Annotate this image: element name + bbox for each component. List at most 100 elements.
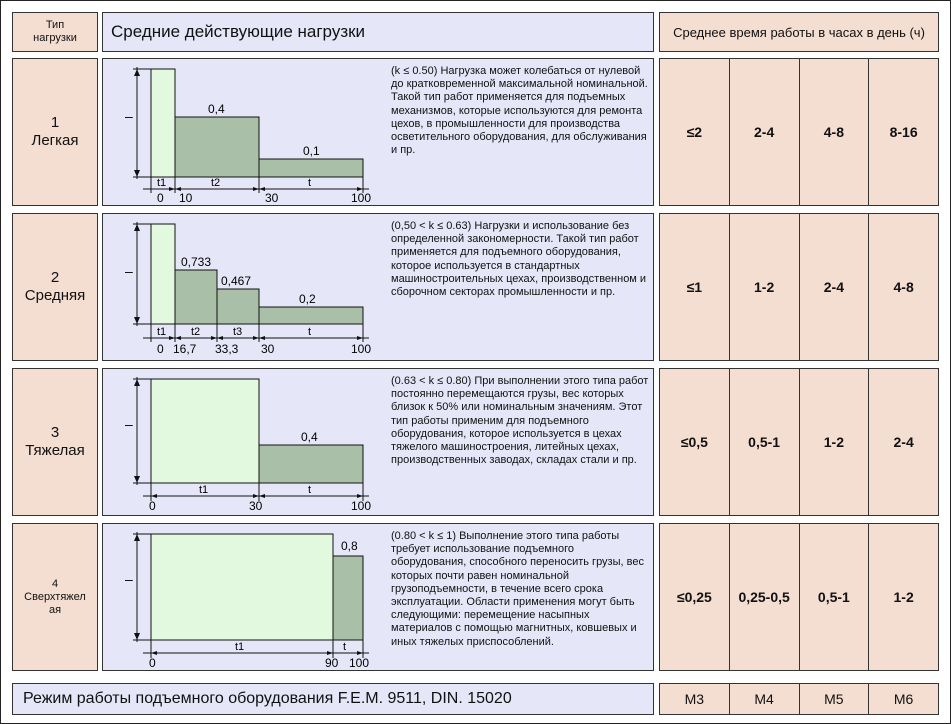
- row-2-dash: –: [125, 263, 133, 279]
- row-4-time-m5: 0,5-1: [800, 524, 870, 670]
- row-2-dim-arrow: [259, 336, 265, 340]
- header-average-time: Среднее время работы в часах в день (ч): [659, 12, 939, 52]
- row-2-times: ≤1 1-2 2-4 4-8: [659, 213, 939, 361]
- row-4-type: 4 Сверхтяжел ая: [12, 523, 98, 671]
- row-4-bar-t1: [150, 533, 334, 641]
- row-2-axis-3: 30: [261, 342, 275, 356]
- row-2-load-diagram: – 0,733 0,467 0,2 t1 t2 t3 t 0 16,7 33,3…: [125, 222, 371, 356]
- row-3-load-diagram: – 0,4 t1 t 0 30 100: [125, 377, 371, 513]
- row-2-bar-t1: [150, 223, 176, 325]
- row-3-time-m3: ≤0,5: [660, 369, 730, 515]
- row-4-dim-arrow: [151, 651, 157, 655]
- row-2-bar-t3: [216, 288, 260, 325]
- row-4-arrow-down: [134, 633, 140, 640]
- row-3-dash: –: [125, 416, 133, 432]
- footer-mode-label: Режим работы подъемного оборудования F.E…: [12, 683, 654, 715]
- row-1-axis-0: 0: [157, 191, 164, 205]
- row-1-description: (k ≤ 0.50) Нагрузка может колебаться от …: [391, 65, 648, 157]
- row-2-type: 2 Средняя: [12, 213, 98, 361]
- row-3-axis-0: 0: [149, 499, 156, 513]
- row-2-dim-arrow: [253, 336, 259, 340]
- row-4-time-m4: 0,25-0,5: [730, 524, 800, 670]
- row-2-bar-t2: [174, 269, 218, 325]
- row-4-seg-t1: t1: [235, 641, 244, 653]
- row-1-dim-arrow: [253, 187, 259, 191]
- row-4-dim-arrow: [357, 651, 363, 655]
- row-2-seg-t: t: [308, 326, 311, 338]
- row-1-arrow-up: [134, 69, 140, 76]
- row-2-seg-t2: t2: [191, 326, 200, 338]
- row-3-axis-2: 100: [351, 499, 371, 513]
- row-1-value-1: 0,1: [303, 144, 320, 158]
- row-1-axis-1: 10: [179, 191, 193, 205]
- row-3-axis-1: 30: [249, 499, 263, 513]
- row-2-seg-t3: t3: [233, 326, 242, 338]
- row-1-value-0: 0,4: [208, 102, 225, 116]
- footer-class-m3: M3: [660, 684, 730, 714]
- row-2-time-m5: 2-4: [800, 214, 870, 360]
- row-2-dim-arrow: [211, 336, 217, 340]
- row-4-bar-t: [332, 555, 364, 641]
- row-3-dim-arrow: [259, 494, 265, 498]
- footer-class-m5: M5: [800, 684, 870, 714]
- row-1-bar-t1: [150, 68, 176, 178]
- row-3-seg-t: t: [308, 484, 311, 496]
- row-3-arrow-up: [134, 379, 140, 386]
- row-1-arrow-down: [134, 170, 140, 177]
- row-3-bar-t: [258, 444, 364, 484]
- row-4-seg-t: t: [343, 641, 346, 653]
- row-3-time-m5: 1-2: [800, 369, 870, 515]
- row-3-time-m4: 0,5-1: [730, 369, 800, 515]
- row-2-seg-t1: t1: [157, 326, 166, 338]
- row-4-time-m6: 1-2: [893, 589, 914, 605]
- row-2-time-m3: ≤1: [660, 214, 730, 360]
- row-2-description: (0,50 < k ≤ 0.63) Нагрузки и использован…: [391, 220, 647, 299]
- row-2-axis-2: 33,3: [215, 342, 239, 356]
- row-4-axis-0: 0: [149, 656, 156, 670]
- row-1-dim-arrow: [259, 187, 265, 191]
- row-3-load-cell: – 0,4 t1 t 0 30 100 (0.63 < k ≤ 0.80) Пр…: [102, 368, 654, 516]
- row-2-dim-arrow: [175, 336, 181, 340]
- row-4-dash: –: [125, 571, 133, 587]
- row-2-value-2: 0,2: [299, 292, 316, 306]
- row-2-load-cell: – 0,733 0,467 0,2 t1 t2 t3 t 0 16,7 33,3…: [102, 213, 654, 361]
- footer-classes: M3 M4 M5 M6: [659, 683, 939, 715]
- row-2-time-m4: 1-2: [730, 214, 800, 360]
- row-2-bar-t: [258, 306, 364, 325]
- row-3-description: (0.63 < k ≤ 0.80) При выполнении этого т…: [391, 375, 649, 467]
- row-4-arrow-up: [134, 534, 140, 541]
- row-2-value-1: 0,467: [221, 274, 251, 288]
- row-3-times: ≤0,5 0,5-1 1-2 2-4: [659, 368, 939, 516]
- row-2-arrow-up: [134, 224, 140, 231]
- row-3-dim-arrow: [253, 494, 259, 498]
- row-1-seg-t1: t1: [157, 177, 166, 189]
- row-4-dim-arrow: [327, 651, 333, 655]
- row-4-load-diagram: – 0,8 t1 t 0 90 100: [125, 532, 369, 670]
- row-1-axis-3: 100: [351, 191, 371, 205]
- row-2-arrow-down: [134, 317, 140, 324]
- row-1-type: 1 Легкая: [12, 58, 98, 206]
- row-1-seg-t: t: [308, 177, 311, 189]
- row-1-load-cell: – 0,4 0,1 t1 t2 t 0 10 30 100 (k ≤ 0.50)…: [102, 58, 654, 206]
- row-4-value-0: 0,8: [341, 539, 358, 553]
- row-1-time-m3: ≤2: [660, 59, 730, 205]
- row-1-time-m4: 2-4: [730, 59, 800, 205]
- row-1-bar-t: [258, 158, 364, 178]
- footer-class-m6: M6: [893, 691, 914, 707]
- row-1-time-m5: 4-8: [800, 59, 870, 205]
- row-1-load-diagram: – 0,4 0,1 t1 t2 t 0 10 30 100: [125, 67, 371, 205]
- row-2-dim-arrow: [169, 336, 175, 340]
- row-2-axis-1: 16,7: [173, 342, 197, 356]
- row-1-dash: –: [125, 108, 133, 124]
- row-1-dim-arrow: [169, 187, 175, 191]
- row-3-seg-t1: t1: [199, 484, 208, 496]
- row-2-dim-arrow: [357, 336, 363, 340]
- header-average-loads: Средние действующие нагрузки: [102, 12, 654, 52]
- row-1-dim-arrow: [175, 187, 181, 191]
- row-3-dim-arrow: [151, 494, 157, 498]
- row-1-axis-2: 30: [265, 191, 279, 205]
- row-3-value-0: 0,4: [301, 430, 318, 444]
- row-2-axis-4: 100: [351, 342, 371, 356]
- row-1-dim-arrow: [357, 187, 363, 191]
- row-4-time-m3: ≤0,25: [660, 524, 730, 670]
